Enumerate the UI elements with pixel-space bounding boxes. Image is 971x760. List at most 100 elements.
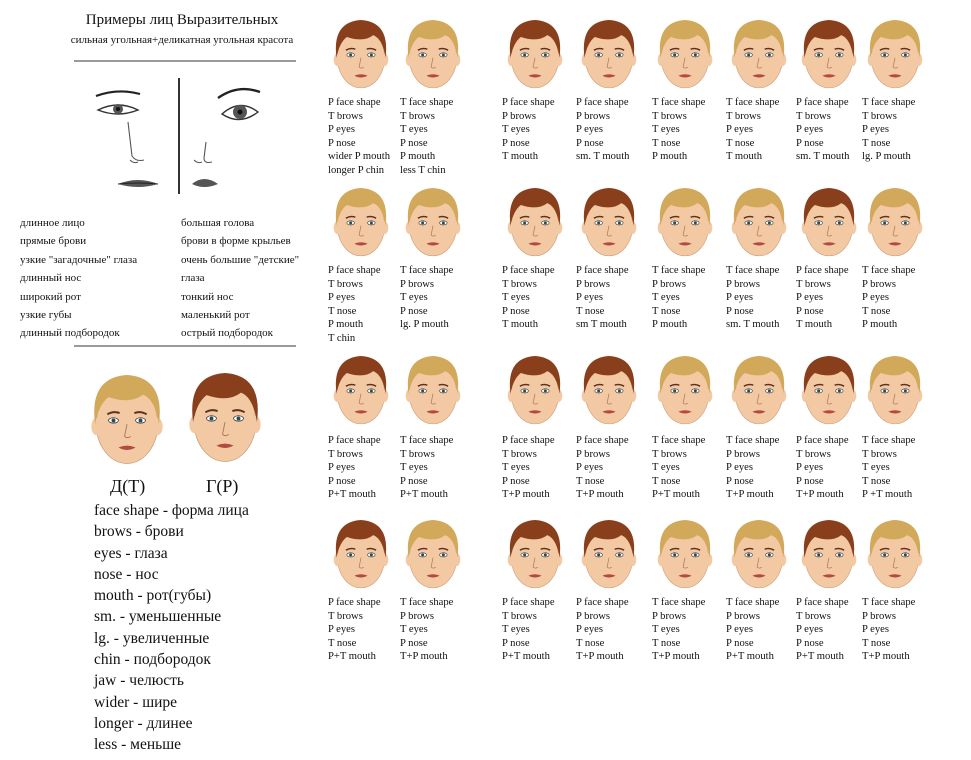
type-example-face-right xyxy=(182,362,268,475)
face-description-line: T+P mouth xyxy=(576,651,624,663)
face-description-line: T nose xyxy=(652,305,681,317)
face-description-line: T+P mouth xyxy=(796,489,844,501)
face-description-line: P eyes xyxy=(796,292,823,304)
face-description: P face shape P brows T eyes P nose T mouth xyxy=(502,96,555,164)
face-description-line: P face shape xyxy=(576,435,629,446)
face-description: T face shape P brows P eyes T nose T+P mouth xyxy=(862,596,915,664)
middle-divider xyxy=(74,345,296,347)
face-description-line: T+P mouth xyxy=(502,489,550,501)
face-portrait xyxy=(328,182,398,265)
face-description: T face shape T brows T eyes P nose P mouth le… xyxy=(400,96,453,178)
trait-item: длинное лицо xyxy=(20,217,85,229)
face-description-line: P brows xyxy=(502,110,537,122)
face-description-line: P brows xyxy=(576,448,611,460)
face-description-line: T nose xyxy=(328,637,357,649)
face-description-line: T nose xyxy=(726,137,755,149)
face-description-line: P nose xyxy=(796,137,824,149)
face-description-line: P eyes xyxy=(862,124,889,136)
face-description-line: P nose xyxy=(502,137,530,149)
face-description: P face shape T brows T eyes P nose P+T mouth xyxy=(502,596,555,664)
face-description-line: T face shape xyxy=(726,435,780,446)
face-description-line: P face shape xyxy=(502,97,555,108)
face-portrait xyxy=(726,182,796,265)
face-description-line: T eyes xyxy=(862,462,890,474)
face-portrait xyxy=(652,350,722,433)
face-description-line: T nose xyxy=(862,137,891,149)
face-description-line: sm. T mouth xyxy=(726,319,780,331)
face-description-line: T mouth xyxy=(796,319,833,331)
face-description-line: P+T mouth xyxy=(796,651,844,663)
face-portrait xyxy=(862,350,932,433)
face-description-line: P brows xyxy=(726,448,761,460)
trait-item: очень большие "детские" xyxy=(181,253,300,266)
face-description-line: T brows xyxy=(400,110,435,122)
face-description-line: T chin xyxy=(328,332,356,344)
face-description: T face shape T brows T eyes P nose P+T mouth xyxy=(400,434,453,502)
top-divider xyxy=(74,60,296,62)
face-description: P face shape T brows T eyes P nose T mouth xyxy=(502,264,555,332)
face-description-line: P nose xyxy=(502,475,530,487)
face-description-line: T brows xyxy=(502,448,537,460)
face-description-line: P nose xyxy=(726,637,754,649)
face-description-line: T face shape xyxy=(652,435,706,446)
face-description-line: P face shape xyxy=(796,97,849,108)
face-description-line: P eyes xyxy=(576,124,603,136)
face-description: T face shape P brows T eyes P nose lg. P mou… xyxy=(400,264,453,332)
face-portrait xyxy=(796,14,866,97)
face-description-line: P brows xyxy=(576,110,611,122)
face-description-line: T brows xyxy=(796,610,831,622)
face-description-line: P brows xyxy=(862,610,897,622)
face-description-line: less T chin xyxy=(400,164,446,176)
face-description-line: T mouth xyxy=(502,319,539,331)
face-portrait xyxy=(502,350,572,433)
face-portrait xyxy=(502,182,572,265)
face-description: T face shape P brows T eyes T nose T+P mouth xyxy=(652,596,705,664)
face-description-line: P+T mouth xyxy=(726,651,774,663)
glossary-item: lg. - увеличенные xyxy=(94,629,210,647)
face-description: P face shape P brows P eyes T nose sm T mout… xyxy=(576,264,629,332)
face-description-line: T eyes xyxy=(502,292,530,304)
face-portrait xyxy=(726,350,796,433)
face-description-line: P eyes xyxy=(726,624,753,636)
face-description-line: T brows xyxy=(862,448,897,460)
traits-left: длинное лицо прямые брови узкие "загадоч… xyxy=(20,214,137,343)
face-description: P face shape T brows P eyes P nose T+P mouth xyxy=(796,434,849,502)
glossary-item: longer - длинее xyxy=(94,714,193,732)
face-description-line: T face shape xyxy=(400,597,454,608)
trait-item: тонкий нос xyxy=(181,290,234,303)
face-description-line: T brows xyxy=(652,110,687,122)
face-description-line: P nose xyxy=(796,475,824,487)
face-description-line: T eyes xyxy=(400,292,428,304)
glossary-item: wider - шире xyxy=(94,693,178,711)
face-description: T face shape P brows P eyes P nose sm. T mou… xyxy=(726,264,779,332)
face-description-line: P brows xyxy=(726,610,761,622)
face-description: T face shape P brows P eyes P nose P+T mouth xyxy=(726,596,779,664)
face-description-line: P face shape xyxy=(796,597,849,608)
glossary-item: brows - брови xyxy=(94,523,184,541)
face-description-line: T+P mouth xyxy=(652,651,700,663)
face-description-line: P+T mouth xyxy=(502,651,550,663)
face-description-line: T brows xyxy=(328,448,363,460)
face-description-line: P face shape xyxy=(502,435,555,446)
face-description-line: T face shape xyxy=(652,597,706,608)
face-description-line: P face shape xyxy=(328,435,381,446)
face-description-line: T brows xyxy=(652,448,687,460)
face-description-line: T+P mouth xyxy=(576,489,624,501)
face-description-line: P nose xyxy=(400,637,428,649)
trait-item: длинный нос xyxy=(20,272,82,285)
face-description-line: P face shape xyxy=(576,597,629,608)
face-description-line: T nose xyxy=(862,305,891,317)
glossary-item: nose - нос xyxy=(94,565,159,583)
face-description: T face shape T brows T eyes T nose P +T mout… xyxy=(862,434,915,502)
face-description-line: P nose xyxy=(400,305,428,317)
face-description-line: P brows xyxy=(726,278,761,290)
face-portrait xyxy=(502,14,572,97)
face-description-line: P brows xyxy=(400,278,435,290)
face-description-line: P nose xyxy=(726,475,754,487)
face-description-line: P nose xyxy=(726,305,754,317)
face-description: T face shape P brows P eyes P nose T+P mouth xyxy=(726,434,779,502)
face-description-line: T eyes xyxy=(400,124,428,136)
face-description-line: T eyes xyxy=(652,124,680,136)
face-description-line: T+P mouth xyxy=(726,489,774,501)
face-description-line: lg. P mouth xyxy=(400,319,449,331)
